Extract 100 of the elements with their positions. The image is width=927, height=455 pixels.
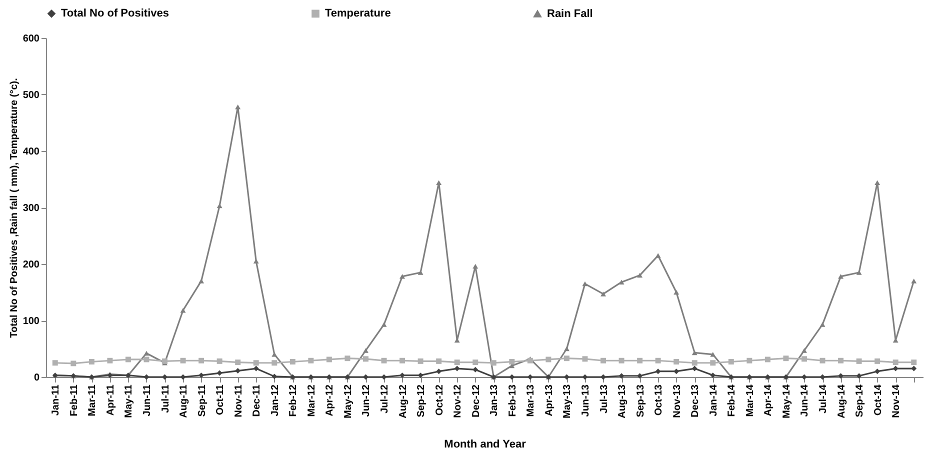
x-tick-label: Nov-11 (233, 384, 244, 418)
point (637, 272, 643, 278)
x-tick-label: Oct-14 (872, 384, 884, 416)
x-tick-label: Dec-11 (252, 384, 263, 417)
point (235, 104, 241, 110)
point (892, 366, 898, 372)
point (582, 281, 588, 286)
point (436, 368, 442, 374)
x-tick-label: Feb-12 (288, 384, 300, 417)
x-tick-label: Jul-11 (160, 384, 172, 413)
point (564, 346, 570, 352)
point (674, 368, 680, 374)
point (436, 180, 442, 186)
x-tick-label: Dec-13 (690, 384, 702, 418)
point (655, 368, 661, 374)
point (418, 358, 424, 364)
point (618, 358, 624, 364)
point (381, 358, 387, 364)
point (198, 278, 204, 284)
point (363, 356, 368, 362)
x-tick-label: Sep-13 (635, 384, 646, 418)
point (162, 358, 168, 364)
x-tick-label: May-13 (562, 384, 574, 418)
point (235, 368, 241, 374)
x-tick-label: Nov-14 (891, 384, 902, 418)
point (253, 360, 259, 366)
point (472, 366, 478, 372)
point (144, 350, 150, 356)
point (436, 358, 442, 364)
point (472, 264, 478, 269)
point (746, 358, 752, 364)
point (802, 348, 807, 353)
legend-label: Rain Fall (547, 8, 593, 20)
legend-label: Temperature (325, 8, 391, 20)
x-tick-label: Nov-12 (452, 384, 464, 418)
point (290, 359, 296, 364)
x-tick-label: Dec-12 (470, 384, 482, 418)
x-tick-label: Jun-11 (142, 384, 153, 416)
x-tick-label: May-11 (124, 384, 135, 418)
point (874, 368, 880, 374)
point (144, 356, 150, 362)
point (655, 253, 661, 258)
y-tick-label: 400 (22, 146, 40, 158)
point (674, 290, 680, 295)
point (582, 374, 588, 380)
y-tick-label: 600 (22, 34, 40, 44)
point (856, 270, 862, 275)
point (802, 374, 807, 380)
point (856, 373, 862, 379)
point (216, 203, 222, 208)
point (874, 358, 880, 364)
y-axis-title: Total No of Positives ,Rain fall ( mm), Temperature (°c). (8, 78, 20, 338)
point (710, 360, 716, 366)
point (911, 278, 917, 284)
x-tick-label: Jul-12 (380, 384, 391, 414)
point (52, 360, 58, 366)
x-tick-label: May-14 (781, 384, 792, 418)
point (216, 370, 222, 376)
point (272, 352, 278, 357)
point (363, 348, 368, 353)
point (637, 373, 643, 379)
x-tick-label: Aug-12 (398, 384, 409, 418)
point (618, 280, 624, 284)
x-tick-label: Aug-13 (617, 384, 628, 418)
x-tick-label: Jan-14 (708, 384, 720, 416)
point (125, 356, 131, 362)
point (363, 374, 368, 380)
x-tick-label: Nov-13 (672, 384, 683, 418)
x-tick-label: Oct-11 (215, 384, 226, 416)
point (911, 366, 917, 372)
x-tick-label: Feb-11 (68, 384, 80, 416)
x-tick-label: Mar-13 (526, 384, 537, 417)
x-tick-label: Apr-14 (763, 384, 774, 416)
point (710, 372, 716, 378)
x-tick-label: Feb-14 (726, 384, 738, 417)
x-tick-label: Sep-12 (416, 384, 428, 418)
point (856, 358, 862, 364)
point (783, 356, 789, 362)
point (692, 350, 698, 356)
point (820, 322, 826, 327)
x-tick-label: Jun-12 (361, 384, 372, 417)
point (509, 359, 515, 364)
point (600, 358, 606, 364)
point (400, 274, 406, 279)
x-tick-label: May-12 (342, 384, 354, 418)
point (400, 358, 406, 364)
x-tick-label: Apr-12 (324, 384, 336, 416)
point (692, 360, 698, 366)
x-tick-label: Sep-14 (854, 384, 866, 418)
x-tick-label: Apr-13 (544, 384, 555, 416)
x-tick-label: Jan-13 (489, 384, 500, 416)
legend-label: Total No of Positives (61, 8, 169, 20)
x-tick-label: Jan-11 (50, 384, 62, 416)
point (418, 270, 424, 275)
point (308, 358, 314, 364)
point (728, 359, 734, 364)
point (892, 360, 898, 366)
y-tick-label: 500 (22, 90, 40, 101)
point (198, 372, 204, 378)
x-tick-label: Oct-13 (654, 384, 665, 416)
